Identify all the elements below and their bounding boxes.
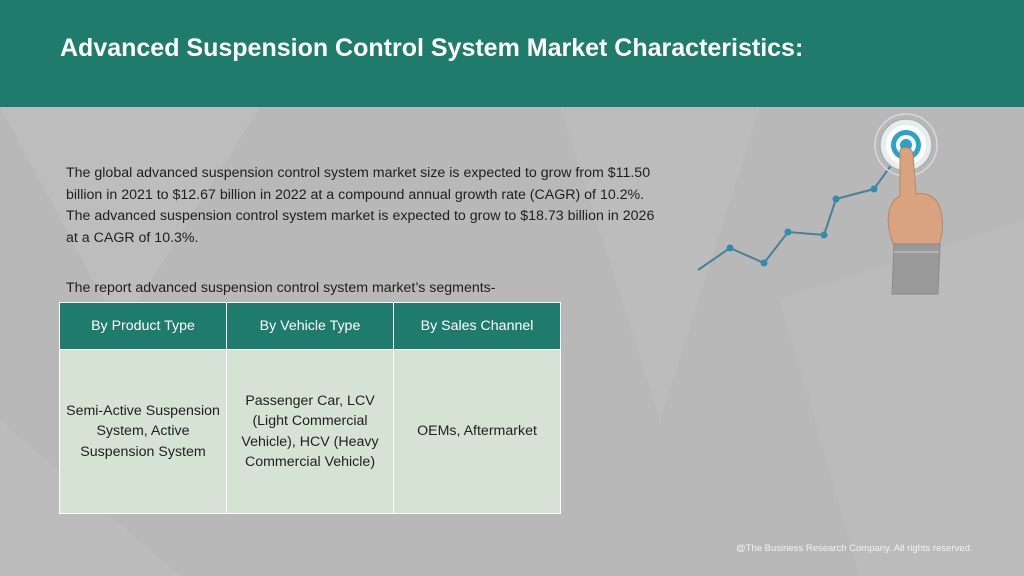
header-sales-channel: By Sales Channel (393, 302, 561, 350)
cell-vehicle-type: Passenger Car, LCV (Light Commercial Veh… (226, 349, 394, 514)
segments-intro: The report advanced suspension control s… (66, 280, 496, 296)
header-product-type: By Product Type (59, 302, 227, 350)
table-header-row: By Product Type By Vehicle Type By Sales… (59, 302, 561, 350)
hand-icon (887, 147, 944, 295)
header-vehicle-type: By Vehicle Type (226, 302, 394, 350)
table-row: Semi-Active Suspension System, Active Su… (59, 349, 561, 514)
copyright-footer: @The Business Research Company. All righ… (736, 543, 973, 554)
cell-sales-channel: OEMs, Aftermarket (393, 349, 561, 514)
segments-table: By Product Type By Vehicle Type By Sales… (59, 302, 561, 514)
market-summary-paragraph: The global advanced suspension control s… (66, 165, 655, 246)
header-bar: Advanced Suspension Control System Marke… (0, 0, 1024, 107)
hand-touching-target-icon (697, 113, 944, 295)
cell-product-type: Semi-Active Suspension System, Active Su… (59, 349, 227, 514)
page-title: Advanced Suspension Control System Marke… (60, 34, 804, 62)
